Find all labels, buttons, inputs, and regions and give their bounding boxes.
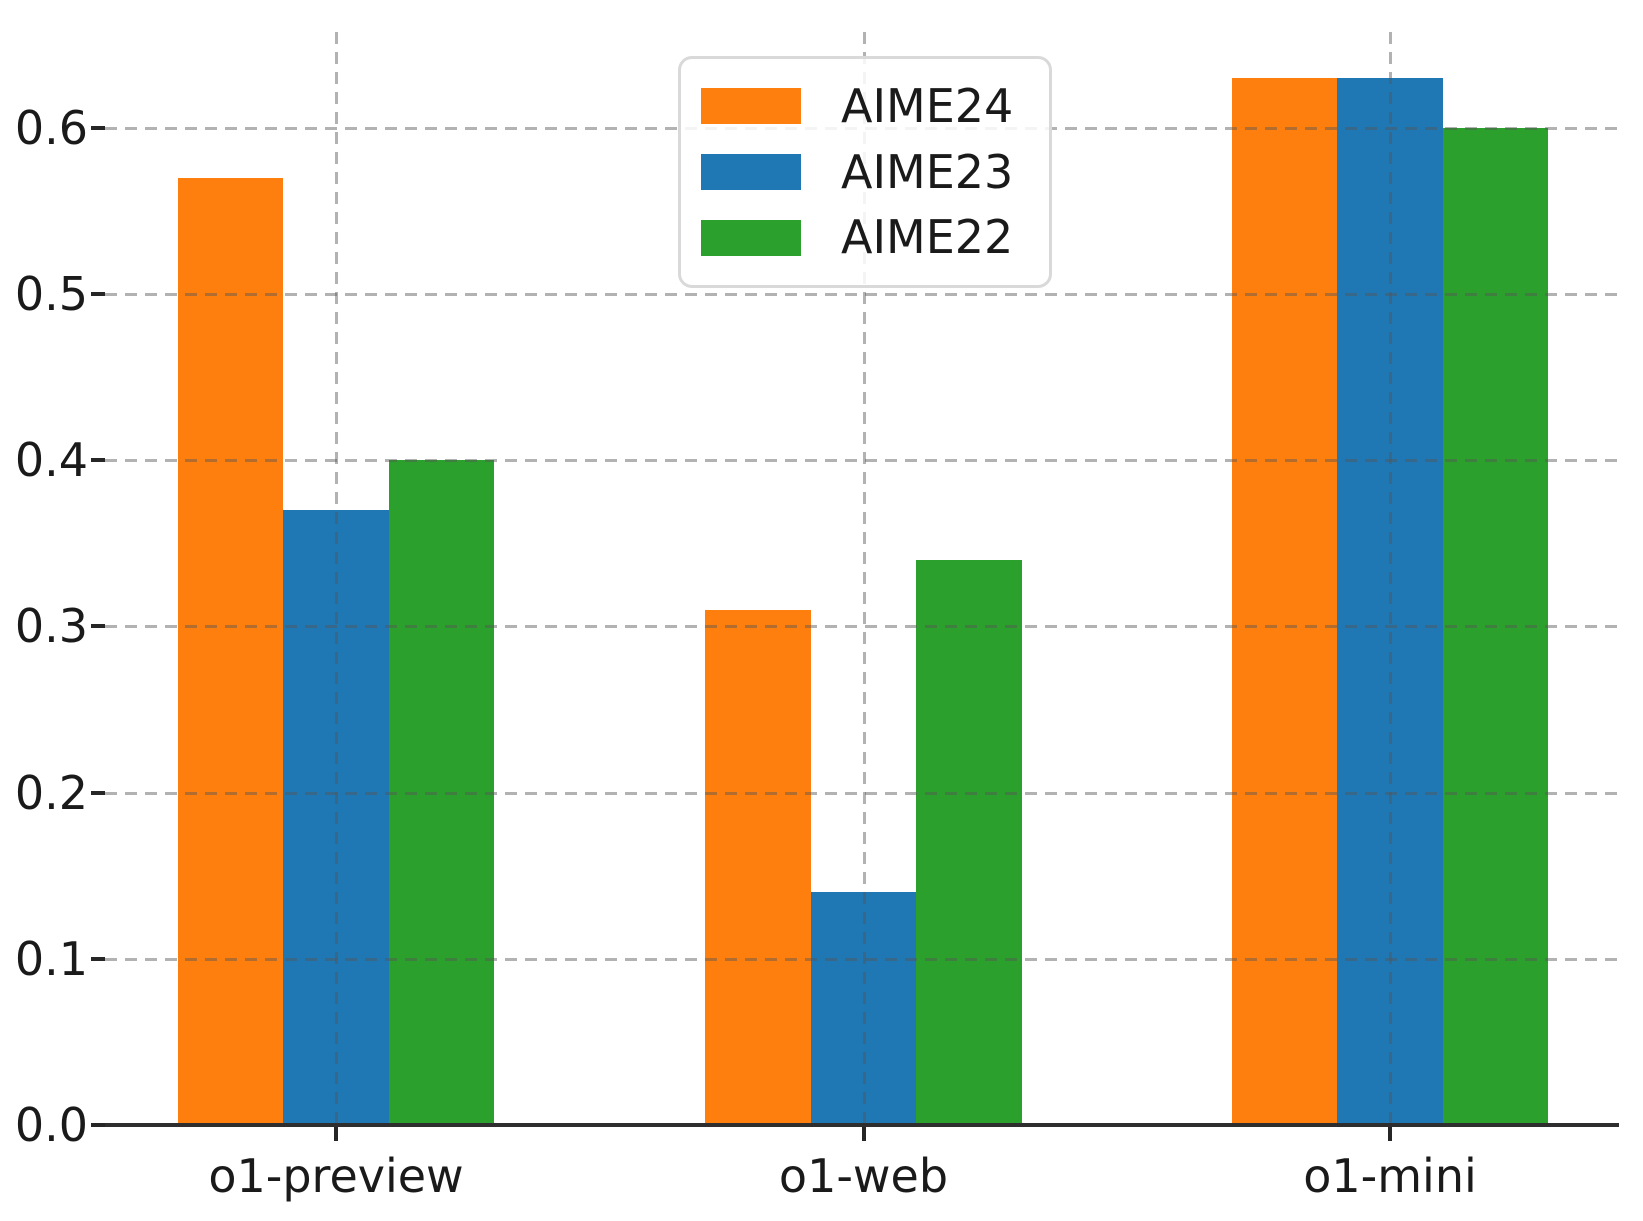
y-tick-mark — [91, 292, 105, 296]
y-tick-mark — [91, 957, 105, 961]
x-tick-mark — [861, 1125, 866, 1141]
legend-label-aime23: AIME23 — [841, 144, 1014, 199]
bar-o1-mini-AIME22 — [1442, 128, 1549, 1125]
y-tick-label: 0.5 — [14, 267, 88, 321]
gridline-y-0.1 — [105, 958, 1619, 961]
gridline-y-0.3 — [105, 625, 1619, 628]
y-tick-label: 0.2 — [14, 766, 88, 820]
legend-label-aime24: AIME24 — [841, 79, 1014, 134]
x-axis-line — [105, 1123, 1619, 1127]
y-tick-mark — [91, 458, 105, 462]
legend-swatch-aime22 — [701, 219, 801, 256]
x-tick-label-o1-web: o1-web — [778, 1149, 949, 1203]
y-tick-label: 0.4 — [14, 433, 88, 487]
y-tick-label: 0.0 — [14, 1098, 88, 1152]
y-tick-label: 0.6 — [14, 101, 88, 155]
x-tick-label-o1-preview: o1-preview — [208, 1149, 464, 1203]
bar-o1-mini-AIME23 — [1337, 78, 1443, 1125]
bar-o1-preview-AIME23 — [283, 510, 389, 1125]
gridline-y-0.2 — [105, 792, 1619, 795]
gridline-x-o1-web — [862, 32, 866, 1125]
y-tick-label: 0.3 — [14, 599, 88, 653]
x-tick-label-o1-mini: o1-mini — [1303, 1149, 1477, 1203]
legend-item-aime22: AIME22 — [701, 210, 1029, 265]
gridline-x-o1-mini — [1389, 32, 1392, 1125]
legend-item-aime23: AIME23 — [701, 148, 1029, 196]
legend-item-aime24: AIME24 — [701, 79, 1029, 134]
bar-o1-web-AIME22 — [916, 560, 1022, 1125]
x-tick-mark — [334, 1125, 338, 1141]
gridline-x-o1-preview — [335, 32, 338, 1125]
y-tick-label: 0.1 — [14, 932, 88, 986]
bar-o1-web-AIME23 — [810, 892, 917, 1125]
legend-label-aime22: AIME22 — [841, 210, 1014, 265]
y-tick-mark — [91, 791, 105, 795]
bar-o1-preview-AIME24 — [177, 178, 284, 1125]
legend-swatch-aime23 — [701, 153, 801, 190]
bar-o1-mini-AIME24 — [1231, 78, 1338, 1125]
y-tick-mark — [91, 126, 105, 130]
gridline-y-0.5 — [105, 293, 1619, 296]
gridline-y-0.4 — [105, 459, 1619, 462]
bar-o1-web-AIME24 — [705, 610, 811, 1125]
legend-swatch-aime24 — [701, 88, 801, 125]
bar-o1-preview-AIME22 — [388, 460, 495, 1125]
x-tick-mark — [1388, 1125, 1392, 1141]
y-tick-mark — [91, 1123, 105, 1127]
legend: AIME24 AIME23 AIME22 — [678, 56, 1052, 288]
y-tick-mark — [91, 624, 105, 628]
